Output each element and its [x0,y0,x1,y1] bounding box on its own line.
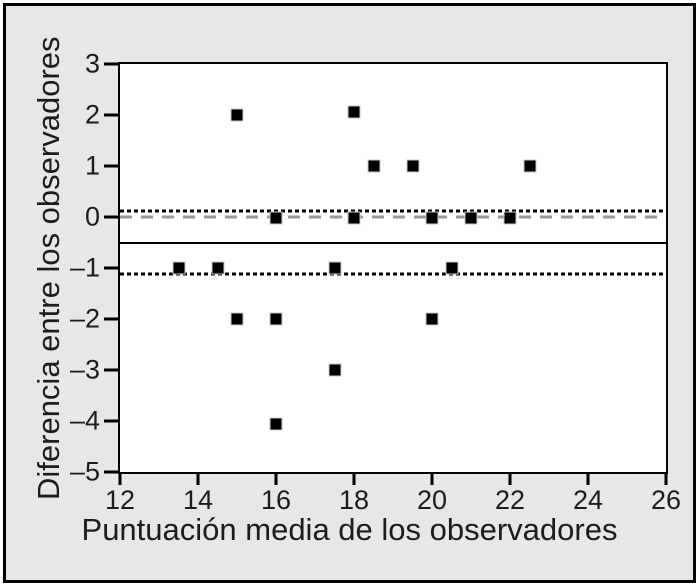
upper-limit-line [120,209,666,213]
y-tick [104,266,118,270]
data-point [368,160,379,172]
x-tick-label: 12 [104,485,136,515]
y-tick-label: 3 [84,48,100,79]
x-tick [508,472,512,485]
data-point [504,212,516,224]
x-tick-label: 18 [338,485,370,515]
y-axis-tick-labels: 3 2 1 0 –1 –2 –3 –4 –5 [26,49,100,487]
data-point [426,212,438,224]
y-tick [104,419,118,423]
y-tick [104,164,118,168]
data-point [465,212,477,224]
y-tick [104,317,118,321]
data-point [270,313,282,325]
x-tick [352,472,356,485]
x-axis-tick-labels: 12 14 16 18 20 22 24 26 [105,485,681,515]
x-tick-label: 20 [416,485,448,515]
lower-limit-line [120,272,666,276]
y-tick-label: –2 [69,303,100,334]
x-tick-label: 16 [260,485,292,515]
x-axis-ticks [118,472,668,485]
data-point [329,262,340,274]
x-tick [274,472,278,485]
y-tick-label: –4 [69,405,100,436]
x-axis-title: Puntuación media de los observadores [81,512,618,547]
data-point [446,262,457,274]
data-point [348,106,360,118]
x-tick-label: 26 [650,485,682,515]
data-point [212,262,223,274]
x-tick-label: 22 [494,485,526,515]
zero-line [120,215,666,219]
data-point [231,313,243,325]
plot-area [118,62,668,474]
x-tick [118,472,122,485]
y-tick [104,470,118,474]
x-tick [430,472,434,485]
x-tick [586,472,590,485]
y-tick-label: 1 [84,150,100,181]
data-point [173,262,184,274]
y-tick [104,368,118,372]
mean-difference-line [120,241,666,244]
data-point [231,109,243,121]
y-tick-label: –3 [69,354,100,385]
figure-border: Diferencia entre los observadores 3 2 1 0 –1… [3,3,696,583]
chart-canvas: Diferencia entre los observadores 3 2 1 0 –1… [6,6,693,580]
x-tick-label: 14 [182,485,214,515]
y-tick [104,113,118,117]
data-point [426,313,438,325]
x-tick-label: 24 [572,485,604,515]
y-tick-label: 2 [84,99,100,130]
data-point [270,212,282,224]
y-tick [104,215,118,219]
x-tick [196,472,200,485]
y-tick [104,62,118,66]
data-point [270,418,282,430]
data-point [329,364,340,376]
y-tick-label: –5 [69,456,100,487]
y-tick-label: –1 [69,252,100,283]
data-point [407,160,418,172]
data-point [524,160,535,172]
data-point [348,212,360,224]
y-axis-ticks [104,62,118,474]
x-tick [664,472,668,485]
y-tick-label: 0 [84,201,100,232]
